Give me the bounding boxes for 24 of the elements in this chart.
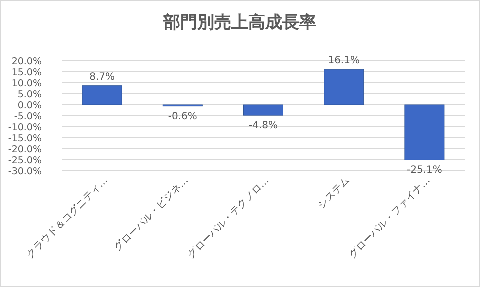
x-tick-label: クラウド＆コグニティ… bbox=[24, 175, 110, 261]
y-tick-label: -15.0% bbox=[8, 134, 42, 144]
bar bbox=[324, 69, 364, 106]
data-label: 16.1% bbox=[328, 56, 360, 67]
bar bbox=[244, 104, 284, 116]
y-tick-label: -20.0% bbox=[8, 144, 42, 156]
data-label: -4.8% bbox=[248, 120, 278, 132]
chart-title: 部門別売上高成長率 bbox=[162, 13, 316, 33]
data-label: -25.1% bbox=[407, 165, 442, 176]
y-tick-label: -30.0% bbox=[8, 166, 42, 178]
y-tick-label: 5.0% bbox=[18, 90, 42, 100]
x-tick-label: グローバル・テクノロ… bbox=[186, 175, 272, 261]
y-tick-label: 15.0% bbox=[12, 68, 42, 78]
y-tick-label: 0.0% bbox=[18, 100, 42, 112]
y-tick-label: -10.0% bbox=[8, 122, 42, 134]
y-tick-label: 10.0% bbox=[12, 78, 42, 90]
data-label: 8.7% bbox=[90, 72, 116, 83]
y-tick-label: -25.0% bbox=[8, 156, 42, 166]
bar bbox=[404, 104, 445, 160]
bar bbox=[82, 86, 122, 106]
y-tick-label: 20.0% bbox=[12, 56, 42, 68]
y-tick-label: -5.0% bbox=[14, 112, 42, 122]
data-label: -0.6% bbox=[168, 111, 198, 122]
x-tick-label: システム bbox=[316, 175, 352, 212]
